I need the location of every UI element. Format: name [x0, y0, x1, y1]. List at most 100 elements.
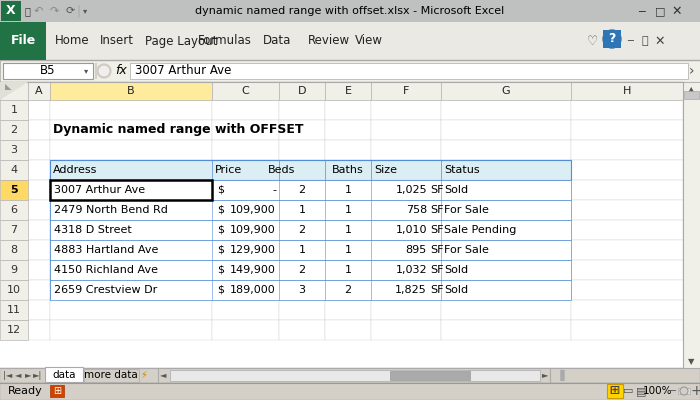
Text: ↷: ↷	[49, 6, 59, 16]
Bar	[571, 82, 683, 100]
Bar	[371, 300, 441, 320]
Bar	[50, 140, 212, 160]
Bar	[371, 240, 441, 260]
Bar	[684, 91, 699, 99]
Bar	[441, 200, 571, 220]
Text: 1: 1	[344, 185, 351, 195]
Bar	[28, 200, 50, 220]
Text: 895: 895	[406, 245, 427, 255]
Text: ⚡: ⚡	[141, 370, 148, 380]
Bar	[50, 200, 571, 220]
Text: ⊞: ⊞	[609, 384, 620, 398]
Bar	[0, 320, 28, 340]
Text: fx: fx	[115, 64, 127, 78]
Text: 129,900: 129,900	[230, 245, 276, 255]
Text: $: $	[217, 285, 224, 295]
Text: ·: ·	[62, 6, 64, 16]
Bar	[571, 300, 683, 320]
Bar	[441, 300, 571, 320]
Bar	[441, 240, 571, 260]
Bar	[28, 240, 50, 260]
Bar	[50, 160, 571, 180]
Bar	[603, 30, 621, 48]
Bar	[325, 300, 371, 320]
Bar	[0, 82, 28, 100]
Bar	[371, 220, 441, 240]
Bar	[279, 160, 325, 180]
Text: 2: 2	[298, 225, 306, 235]
Text: ✕: ✕	[654, 34, 665, 48]
Bar	[325, 100, 371, 120]
Text: ▤: ▤	[636, 386, 646, 396]
Bar	[28, 160, 50, 180]
Bar	[371, 100, 441, 120]
Text: $: $	[217, 265, 224, 275]
Text: ─: ─	[669, 386, 675, 396]
Bar	[0, 180, 28, 200]
Text: Dynamic named range with OFFSET: Dynamic named range with OFFSET	[53, 124, 304, 136]
Text: Status: Status	[444, 165, 480, 175]
Circle shape	[97, 64, 111, 78]
Bar	[325, 200, 371, 220]
Bar	[0, 0, 700, 22]
Bar	[28, 220, 50, 240]
Text: SF: SF	[430, 245, 444, 255]
Text: 2479 North Bend Rd: 2479 North Bend Rd	[54, 205, 168, 215]
Bar	[0, 368, 700, 383]
Text: ►|: ►|	[34, 370, 43, 380]
Text: ⊞: ⊞	[53, 386, 61, 396]
Text: 7: 7	[10, 225, 18, 235]
Bar	[28, 320, 50, 340]
Text: 189,000: 189,000	[230, 285, 276, 295]
Text: ▼: ▼	[687, 358, 694, 366]
Bar	[279, 240, 325, 260]
Bar	[0, 22, 46, 60]
Text: ♡: ♡	[587, 34, 598, 48]
Text: ▐: ▐	[556, 369, 564, 381]
Text: A: A	[35, 86, 43, 96]
Text: 3007 Arthur Ave: 3007 Arthur Ave	[135, 64, 232, 78]
Text: -: -	[272, 185, 276, 195]
Bar	[441, 100, 571, 120]
Text: ›: ›	[688, 64, 694, 78]
Bar	[50, 100, 212, 120]
Text: 2659 Crestview Dr: 2659 Crestview Dr	[54, 285, 158, 295]
Bar	[50, 300, 212, 320]
Bar	[371, 120, 441, 140]
Bar	[325, 140, 371, 160]
Bar	[50, 160, 212, 180]
Text: X: X	[6, 4, 16, 18]
Text: 3: 3	[298, 285, 305, 295]
Bar	[678, 388, 690, 394]
Text: |: |	[77, 4, 81, 18]
Text: 3: 3	[10, 145, 18, 155]
Text: 4: 4	[10, 165, 18, 175]
Bar	[571, 160, 683, 180]
Bar	[0, 383, 700, 400]
Bar	[50, 240, 571, 260]
Bar	[325, 160, 371, 180]
Text: Price: Price	[215, 165, 242, 175]
Bar	[390, 371, 470, 380]
Bar	[683, 82, 700, 368]
Bar	[371, 140, 441, 160]
Bar	[50, 120, 212, 140]
Bar	[50, 260, 571, 280]
Text: |◄: |◄	[4, 370, 13, 380]
Bar	[279, 140, 325, 160]
Bar	[50, 280, 571, 300]
Bar	[0, 82, 700, 368]
Bar	[571, 120, 683, 140]
Text: $: $	[217, 185, 224, 195]
Bar	[571, 320, 683, 340]
Bar	[0, 300, 28, 320]
Text: Home: Home	[55, 34, 90, 48]
Text: 109,900: 109,900	[230, 225, 276, 235]
Text: 1: 1	[344, 225, 351, 235]
Bar	[50, 180, 571, 200]
Bar	[325, 82, 371, 100]
Text: Beds: Beds	[268, 165, 295, 175]
Text: 4883 Hartland Ave: 4883 Hartland Ave	[54, 245, 158, 255]
Text: Review: Review	[308, 34, 350, 48]
Bar	[50, 240, 212, 260]
